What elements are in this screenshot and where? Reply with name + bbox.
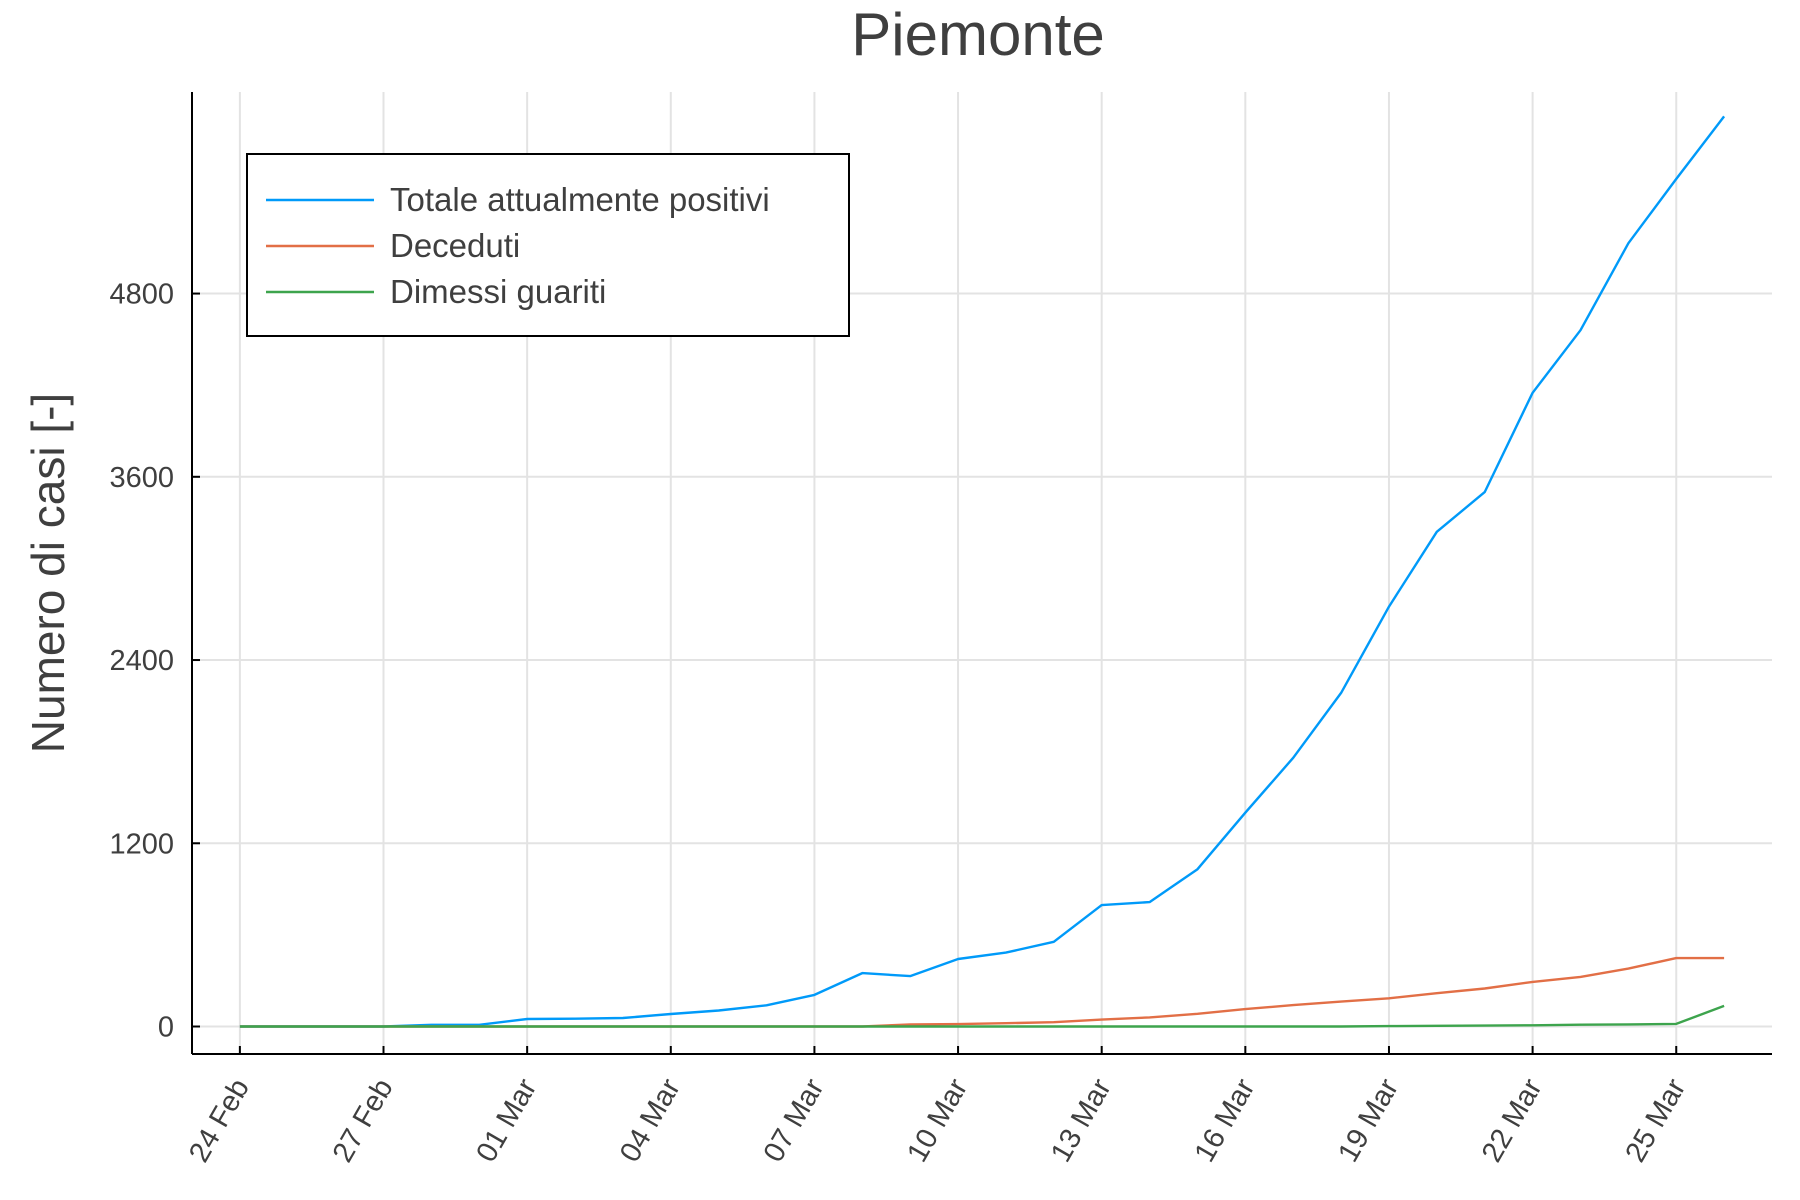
x-tick-label: 19 Mar: [1332, 1073, 1405, 1167]
y-tick-label: 2400: [109, 645, 174, 677]
chart-title: Piemonte: [851, 1, 1104, 68]
grid-lines: [192, 92, 1772, 1054]
y-tick-label: 3600: [109, 462, 174, 494]
x-tick-label: 27 Feb: [327, 1074, 400, 1168]
legend-label-2: Deceduti: [390, 227, 520, 264]
x-tick-label: 16 Mar: [1189, 1073, 1262, 1167]
y-axis-ticks: 0 1200 2400 3600 4800: [109, 279, 200, 1044]
legend-label-3: Dimessi guariti: [390, 273, 606, 310]
y-tick-label: 4800: [109, 279, 174, 311]
x-tick-label: 10 Mar: [901, 1073, 974, 1167]
series-line-1: [239, 115, 1726, 1028]
plot-area: [239, 115, 1726, 1028]
legend-items: Totale attualmente positivi Deceduti Dimes…: [266, 181, 770, 310]
series-line-3: [239, 1004, 1725, 1028]
x-tick-label: 24 Feb: [183, 1074, 256, 1168]
x-tick-label: 01 Mar: [470, 1073, 543, 1167]
x-tick-label: 07 Mar: [758, 1073, 831, 1167]
series-line-2: [239, 956, 1725, 1028]
x-tick-label: 22 Mar: [1476, 1073, 1549, 1167]
legend: Totale attualmente positivi Deceduti Dimes…: [246, 153, 850, 337]
x-axis-ticks: 24 Feb 27 Feb 01 Mar 04 Mar 07 Mar 10 Mar 13 M…: [183, 1046, 1692, 1168]
legend-label-1: Totale attualmente positivi: [390, 181, 770, 218]
y-axis-label: Numero di casi [-]: [22, 393, 74, 753]
y-tick-label: 1200: [109, 828, 174, 860]
x-tick-label: 25 Mar: [1619, 1073, 1692, 1167]
y-tick-label: 0: [158, 1012, 174, 1044]
x-tick-label: 13 Mar: [1045, 1073, 1118, 1167]
x-tick-label: 04 Mar: [614, 1073, 687, 1167]
